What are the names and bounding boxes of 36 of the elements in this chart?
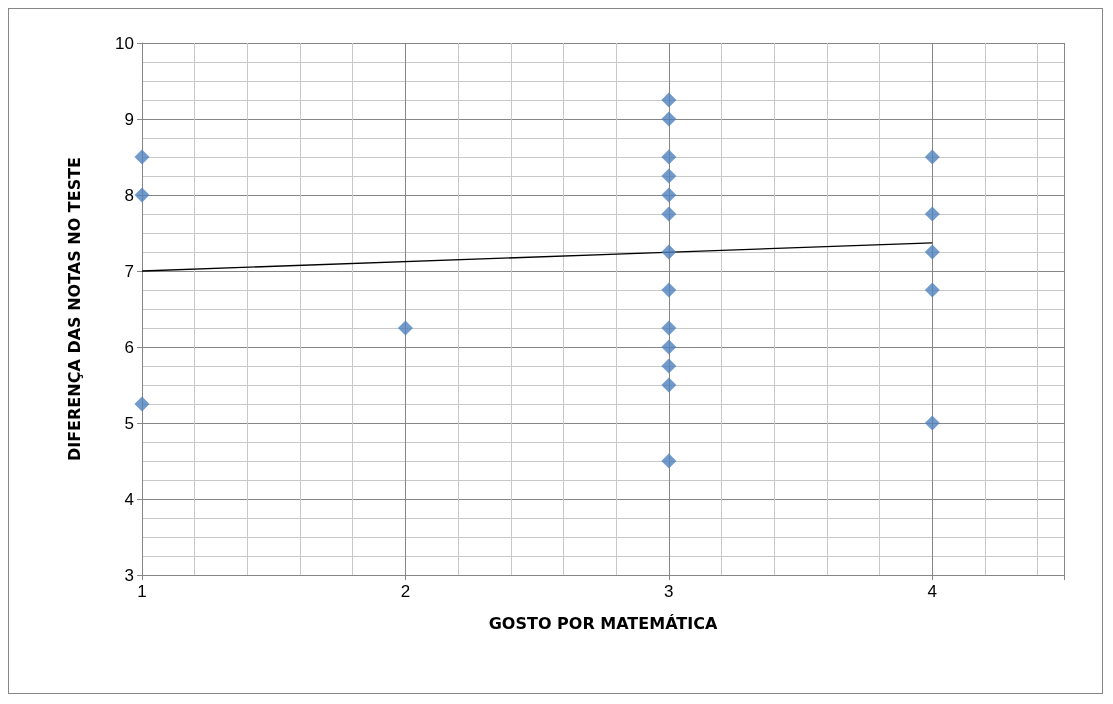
x-tick-label: 1 (137, 582, 147, 601)
point (661, 358, 677, 374)
point (661, 206, 677, 222)
y-tick-label: 6 (124, 337, 134, 357)
x-tick-label: 2 (400, 582, 411, 601)
y-tick-label: 9 (124, 109, 134, 129)
point (661, 244, 677, 260)
point (397, 320, 413, 336)
y-tick-label: 7 (124, 261, 134, 281)
point (661, 92, 677, 108)
point (661, 377, 677, 393)
x-tick-label: 4 (927, 582, 938, 601)
y-tick-label: 8 (124, 185, 134, 205)
y-axis-title: DIFERENÇA DAS NOTAS NO TESTE (64, 156, 84, 462)
point (661, 339, 677, 355)
point (661, 111, 677, 127)
point (924, 149, 940, 165)
point (134, 396, 150, 412)
point (924, 206, 940, 222)
point (661, 187, 677, 203)
point (924, 282, 940, 298)
point (661, 320, 677, 336)
point (661, 453, 677, 469)
point (134, 187, 150, 203)
y-tick-label: 3 (124, 565, 134, 585)
x-tick-label: 3 (664, 582, 674, 601)
y-tick-label: 5 (124, 413, 134, 433)
point (134, 149, 150, 165)
point (661, 149, 677, 165)
point (661, 282, 677, 298)
point (924, 415, 940, 431)
point (924, 244, 940, 260)
point (661, 168, 677, 184)
y-tick-label: 10 (115, 33, 134, 53)
y-tick-label: 4 (124, 489, 134, 509)
x-axis-title: GOSTO POR MATEMÁTICA (488, 613, 718, 633)
